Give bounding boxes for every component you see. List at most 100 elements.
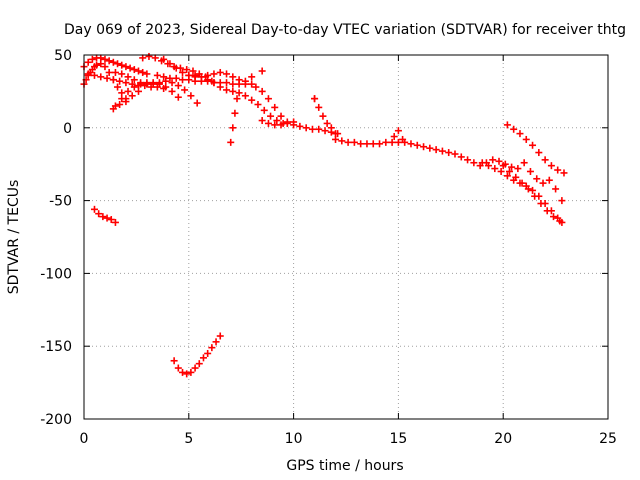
data-point: [277, 121, 285, 129]
series-arc-15: [332, 135, 522, 173]
data-point: [296, 122, 304, 130]
data-point: [503, 172, 511, 180]
data-point: [241, 80, 249, 88]
data-point: [183, 370, 191, 378]
data-point: [508, 163, 516, 171]
data-point: [97, 60, 105, 68]
data-point: [390, 133, 398, 141]
data-point: [166, 60, 174, 68]
data-point: [376, 140, 384, 148]
data-point: [407, 140, 415, 148]
data-point: [344, 138, 352, 146]
data-point: [126, 64, 134, 72]
data-point: [539, 179, 547, 187]
data-point: [235, 89, 243, 97]
data-point: [187, 368, 195, 376]
data-point: [107, 216, 115, 224]
data-point: [520, 159, 528, 167]
data-point: [432, 146, 440, 154]
data-point: [166, 74, 174, 82]
data-point: [145, 52, 153, 60]
data-point: [216, 83, 224, 91]
ticks: 0 5 10 15 20 25 -200 -150 -100 -50 0 50: [40, 48, 617, 447]
data-point: [114, 83, 122, 91]
series-arc-8: [153, 71, 256, 88]
data-point: [179, 368, 187, 376]
data-point: [162, 83, 170, 91]
data-point: [451, 150, 459, 158]
series-arc-10: [109, 87, 142, 113]
data-point: [124, 73, 132, 81]
data-point: [512, 173, 520, 181]
data-point: [254, 101, 262, 109]
data-point: [118, 61, 126, 69]
data-point: [227, 138, 235, 146]
data-point: [204, 76, 212, 84]
data-point: [122, 98, 130, 106]
data-point: [290, 118, 298, 126]
data-point: [134, 67, 142, 75]
data-point: [139, 68, 147, 76]
data-point: [363, 140, 371, 148]
data-point: [445, 149, 453, 157]
data-point: [323, 119, 331, 127]
data-point: [109, 58, 117, 66]
data-point: [552, 185, 560, 193]
data-point: [526, 167, 534, 175]
data-point: [174, 364, 182, 372]
x-tick-label: 10: [285, 431, 303, 447]
data-point: [556, 217, 564, 225]
data-point: [550, 213, 558, 221]
data-point: [420, 143, 428, 151]
x-tick-label: 25: [599, 431, 617, 447]
data-point: [273, 117, 281, 125]
data-point: [122, 79, 130, 87]
data-point: [491, 165, 499, 173]
data-point: [514, 165, 522, 173]
series-arc-21: [90, 205, 119, 226]
data-point: [311, 95, 319, 103]
y-axis-label: SDTVAR / TECUs: [6, 180, 22, 295]
data-point: [258, 67, 266, 75]
data-point: [95, 210, 103, 218]
series-arc-5: [111, 79, 182, 110]
data-point: [547, 162, 555, 170]
data-point: [394, 127, 402, 135]
data-point: [168, 79, 176, 87]
data-point: [464, 156, 472, 164]
data-point: [90, 205, 98, 213]
series-arc-18: [499, 162, 564, 225]
data-point: [524, 185, 532, 193]
data-point: [308, 125, 316, 133]
data-point: [235, 80, 243, 88]
data-point: [535, 149, 543, 157]
data-point: [84, 70, 92, 78]
data-point: [533, 175, 541, 183]
data-point: [99, 213, 107, 221]
data-point: [210, 70, 218, 78]
data-point: [116, 77, 124, 85]
data-point: [248, 80, 256, 88]
data-point: [97, 73, 105, 81]
data-point: [191, 71, 199, 79]
data-point: [554, 166, 562, 174]
data-point: [271, 103, 279, 111]
data-point: [332, 130, 340, 138]
data-point: [172, 74, 180, 82]
data-point: [497, 167, 505, 175]
series-arc-20: [520, 159, 566, 205]
data-point: [543, 207, 551, 215]
data-point: [172, 64, 180, 72]
series-arc-3: [84, 70, 168, 92]
data-point: [438, 147, 446, 155]
data-point: [264, 95, 272, 103]
data-point: [229, 87, 237, 95]
data-point: [271, 121, 279, 129]
data-point: [122, 63, 130, 71]
x-tick-label: 20: [494, 431, 512, 447]
data-point: [118, 95, 126, 103]
y-tick-label: -150: [40, 339, 72, 355]
data-point: [90, 71, 98, 79]
data-point: [522, 135, 530, 143]
